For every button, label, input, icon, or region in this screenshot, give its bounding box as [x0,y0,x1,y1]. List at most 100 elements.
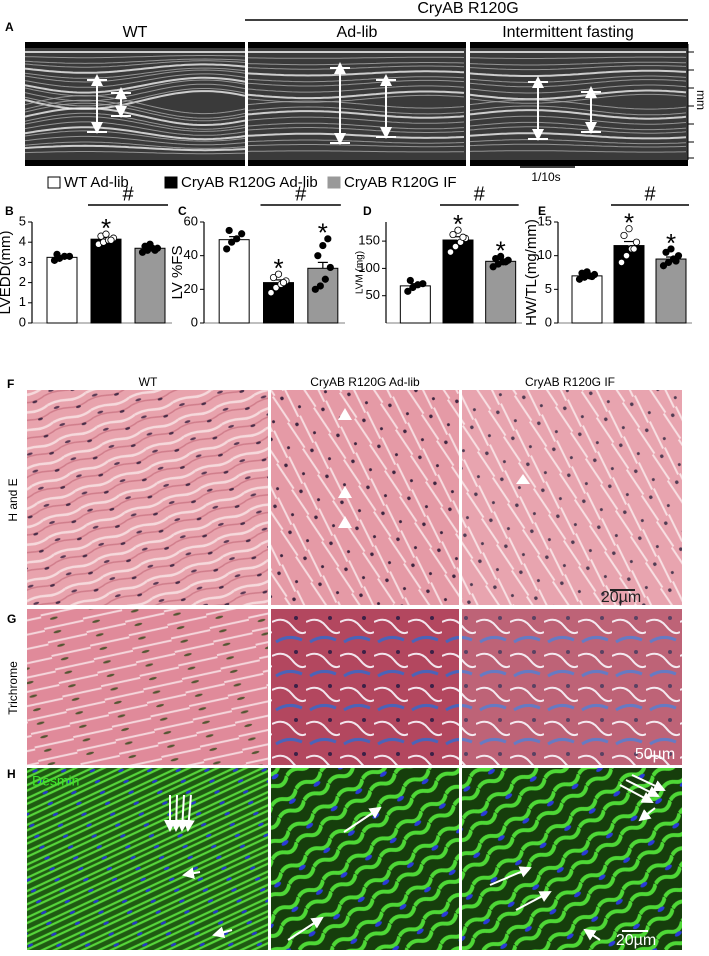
column-title: Intermittent fasting [502,24,634,41]
y-axis-title: LVM (mg) [355,251,366,294]
echo-edge [248,160,466,166]
echo-trace [469,61,687,66]
significance: * [666,228,676,258]
legend-swatch [164,176,178,189]
echo-trace [247,85,465,93]
y-tick-label: 1 [19,294,26,309]
data-point [326,263,334,272]
data-point [454,226,462,234]
echo-trace [24,60,246,68]
echo-trace [247,144,465,148]
panel-label: F [7,377,14,391]
echo-trace [24,126,246,141]
echo-trace [24,83,246,102]
he-adlib [271,390,459,605]
data-point [617,258,626,266]
comparison-label: # [295,183,307,205]
panel-label: C [178,204,187,218]
trichrome-wt [27,609,268,765]
data-point [233,235,241,243]
echo-trace [247,79,465,87]
echo-trace [24,63,246,74]
data-point [502,258,510,266]
y-tick-label: 50 [366,287,380,302]
panel-label: G [7,612,16,626]
time-scale: 1/10s [531,170,560,184]
comparison-label: # [122,183,134,205]
data-point [449,230,457,239]
echo-trace [247,150,465,153]
bar [485,260,517,324]
echo-trace [247,70,465,77]
echo-trace [247,127,465,133]
echo-trace [469,139,687,145]
y-tick-label: 0 [191,314,198,329]
data-point [238,230,246,238]
he-wt [27,390,268,605]
data-point [625,225,633,233]
echo-trace [469,126,687,134]
echo-trace [469,105,687,116]
data-point [622,252,631,260]
echo-trace [247,65,465,70]
echo-trace [469,75,687,83]
data-point [324,235,332,243]
data-point [404,287,412,295]
echo-trace [247,106,465,115]
y-tick-label: 5 [545,281,552,296]
legend: WT Ad-lib CryAB R120G Ad-lib CryAB R120G I… [47,174,457,191]
y-tick-label: 10 [538,247,552,262]
bar [307,267,339,324]
echo-trace [247,76,465,83]
panel-label: H [7,767,16,781]
significance: * [624,208,634,238]
column-title: WT [139,375,158,389]
echo-trace [469,143,687,148]
data-point [225,226,233,235]
echo-trace [24,69,246,83]
panel-label: D [363,204,372,218]
echo-trace [247,132,465,139]
data-point [419,280,427,288]
panel-label: E [538,204,546,218]
echo-trace [247,116,465,124]
data-point [659,262,668,270]
legend-swatch [47,176,61,189]
bar [655,258,687,324]
data-point [223,245,231,253]
scale-bar-label: 20µm [616,932,656,949]
y-tick-label: 0 [545,314,552,329]
bar [134,247,166,324]
y-tick-label: 40 [184,247,198,262]
echo-trace [24,151,246,155]
comparison-label: # [644,183,656,205]
legend-label: CryAB R120G IF [344,174,457,191]
echo-trace [24,112,246,130]
unit-label: mm [694,90,708,110]
data-point [664,258,673,266]
significance: * [453,209,463,239]
desmin-wt [27,768,268,950]
bar [90,238,122,324]
echo-trace [24,73,246,88]
echo-trace [469,84,687,94]
echo-trace [469,79,687,88]
data-point [662,248,670,256]
echo-trace [24,102,246,122]
row-label: Trichrome [6,661,20,715]
significance: * [101,213,111,243]
echo-trace [247,110,465,119]
legend-label: WT Ad-lib [64,174,129,191]
data-point [53,250,61,258]
echo-trace [247,56,465,59]
he-if [462,390,682,605]
data-point [316,282,324,290]
y-axis-title: LV %FS [169,246,186,300]
y-tick-label: 150 [358,233,380,248]
echo-trace [469,99,687,110]
trichrome-adlib [271,609,459,765]
comparison-label: # [474,183,486,205]
y-tick-label: 20 [184,281,198,296]
desmin-if [462,768,682,950]
bar [218,239,250,324]
